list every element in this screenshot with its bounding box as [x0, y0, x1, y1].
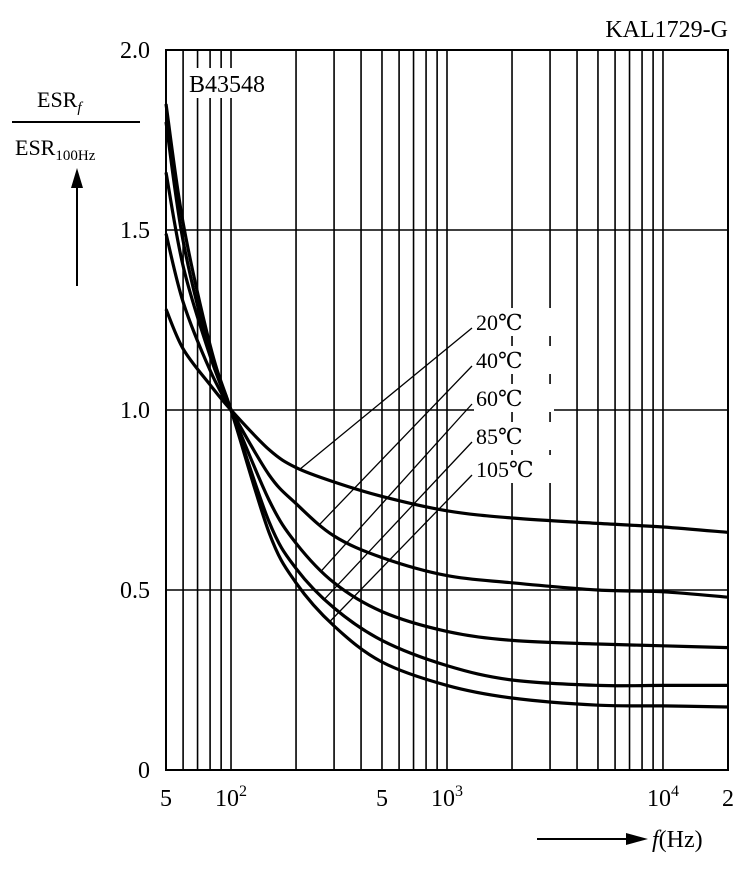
series-label-background — [474, 346, 554, 374]
model-label: B43548 — [189, 72, 265, 98]
grid — [165, 49, 729, 771]
series-label-4: 85℃ — [476, 424, 523, 449]
x-axis-arrowhead — [626, 833, 648, 845]
y-label-denominator: ESR100Hz — [15, 135, 96, 164]
y-axis-label: ESRf ESR100Hz — [12, 87, 140, 286]
x-tick-label: 5 — [376, 786, 388, 812]
x-axis-title: f(Hz) — [652, 827, 703, 853]
x-tick-label: 104 — [647, 783, 679, 812]
series-line-1 — [164, 308, 729, 534]
y-tick-label: 1.0 — [120, 398, 150, 424]
series-line-4 — [164, 103, 728, 688]
label-leader-lines: 20℃ 40℃ 60℃ 85℃ 105℃ — [299, 308, 554, 622]
leader-line-3 — [321, 403, 473, 571]
series-label-1: 20℃ — [476, 310, 523, 335]
x-tick-label: 102 — [215, 783, 247, 812]
x-tick-label: 5 — [160, 786, 172, 812]
series-label-2: 40℃ — [476, 348, 523, 373]
series-label-5: 105℃ — [476, 457, 534, 482]
x-tick-label: 103 — [431, 783, 463, 812]
x-axis-label: f(Hz) — [537, 827, 703, 853]
y-tick-label: 0.5 — [120, 578, 150, 604]
series-line-2 — [164, 233, 729, 599]
leader-line-2 — [319, 365, 473, 525]
tick-labels: 0 0.5 1.0 1.5 2.0 5 102 5 103 104 2 — [120, 38, 734, 812]
series-label-background — [474, 308, 554, 336]
plot-frame — [165, 49, 729, 771]
series-label-3: 60℃ — [476, 386, 523, 411]
y-tick-label: 1.5 — [120, 218, 150, 244]
curves — [164, 103, 729, 709]
series-label-background — [474, 422, 554, 450]
series-label-background — [474, 455, 554, 483]
y-axis-arrowhead — [71, 168, 83, 188]
y-tick-label: 0 — [138, 758, 150, 784]
series-line-5 — [164, 121, 729, 709]
model-label-background — [186, 68, 284, 98]
y-label-numerator: ESRf — [37, 87, 83, 116]
leader-line-4 — [324, 441, 473, 600]
y-tick-label: 2.0 — [120, 38, 150, 64]
leader-line-1 — [299, 327, 473, 470]
x-tick-label: 2 — [722, 786, 734, 812]
series-label-background — [474, 384, 554, 412]
leader-line-5 — [329, 474, 473, 622]
document-code: KAL1729-G — [605, 17, 728, 43]
